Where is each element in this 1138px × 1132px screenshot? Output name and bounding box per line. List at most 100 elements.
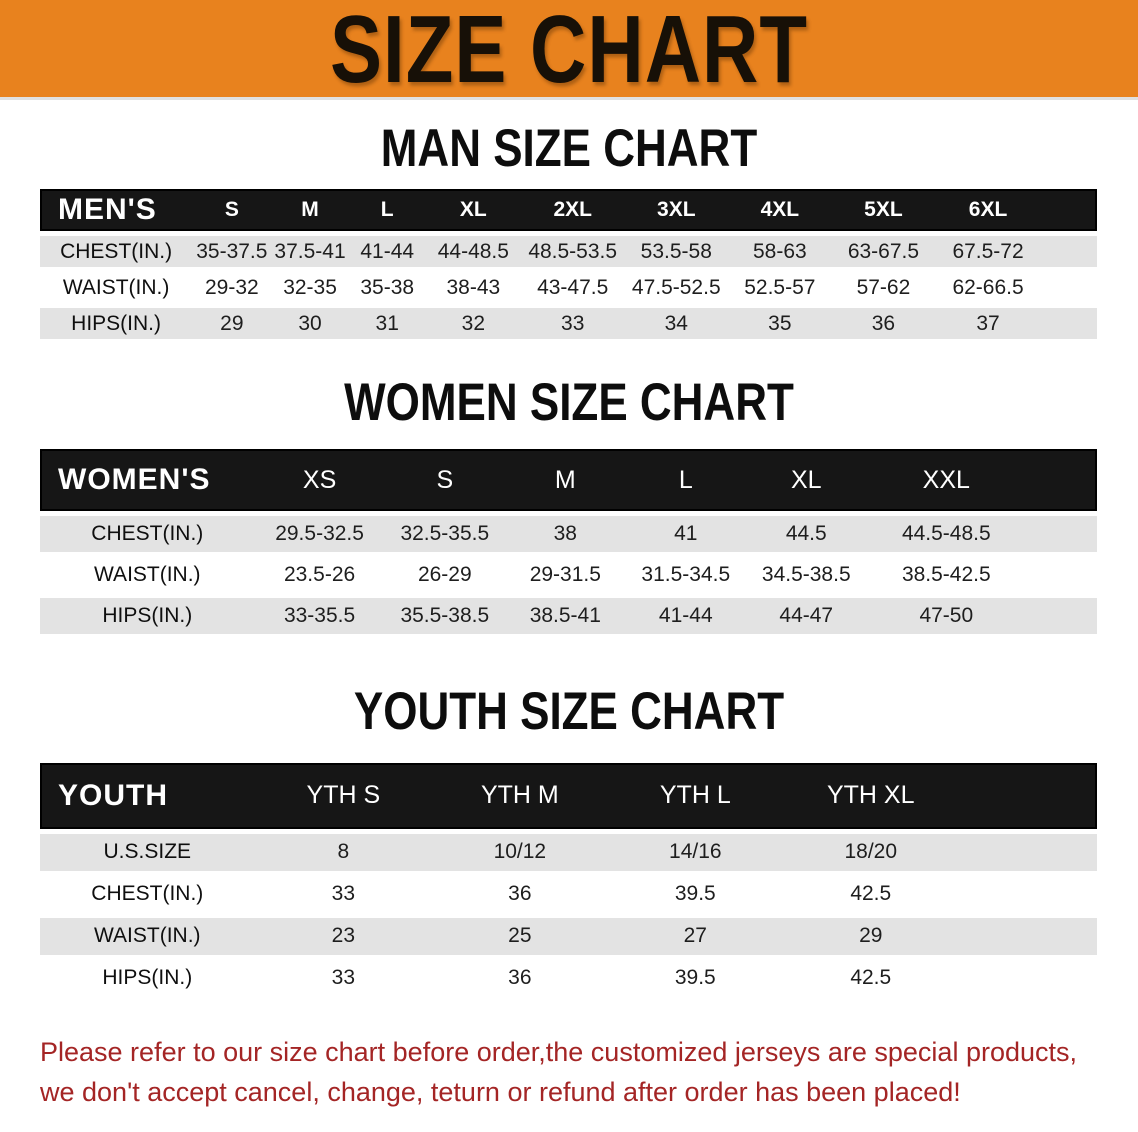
size-column-header: YTH S bbox=[254, 762, 433, 829]
table-title: WOMEN'S bbox=[40, 449, 255, 512]
size-value-cell: 37 bbox=[935, 308, 1041, 340]
size-value-cell: 29.5-32.5 bbox=[254, 516, 385, 553]
size-column-header: 5XL bbox=[831, 189, 936, 232]
row-label: WAIST(IN.) bbox=[40, 557, 255, 594]
women-table: WOMEN'S XS S M L XL XXL CHEST(IN.) 29.5-32.5 32.5… bbox=[40, 444, 1097, 639]
size-value-cell: 33 bbox=[520, 308, 625, 340]
size-value-cell: 31 bbox=[348, 308, 426, 340]
filler-cell bbox=[958, 959, 1097, 997]
size-value-cell: 42.5 bbox=[783, 875, 959, 913]
size-value-cell: 23.5-26 bbox=[254, 557, 385, 594]
table-row: HIPS(IN.) 29 30 31 32 33 34 35 36 37 bbox=[40, 308, 1097, 340]
row-label: HIPS(IN.) bbox=[40, 598, 255, 635]
table-row: CHEST(IN.) 29.5-32.5 32.5-35.5 38 41 44.5 44.5… bbox=[40, 516, 1097, 553]
banner: SIZE CHART bbox=[0, 0, 1138, 100]
size-column-header: 2XL bbox=[520, 189, 625, 232]
filler-cell bbox=[1040, 272, 1097, 304]
size-value-cell: 25 bbox=[432, 917, 608, 955]
size-value-cell: 36 bbox=[432, 875, 608, 913]
size-value-cell: 29 bbox=[192, 308, 272, 340]
size-value-cell: 53.5-58 bbox=[624, 236, 729, 268]
size-column-header: XXL bbox=[866, 449, 1027, 512]
women-size-table: WOMEN'S XS S M L XL XXL CHEST(IN.) 29.5-32.5 32.5… bbox=[0, 444, 1138, 639]
size-value-cell: 26-29 bbox=[384, 557, 506, 594]
size-value-cell: 43-47.5 bbox=[520, 272, 625, 304]
size-value-cell: 62-66.5 bbox=[935, 272, 1041, 304]
men-size-table: MEN'S S M L XL 2XL 3XL 4XL 5XL 6XL CHEST(IN.) 35-37… bbox=[0, 184, 1138, 344]
size-value-cell: 57-62 bbox=[831, 272, 936, 304]
size-header-row: MEN'S S M L XL 2XL 3XL 4XL 5XL 6XL bbox=[40, 189, 1097, 232]
size-column-header: S bbox=[384, 449, 506, 512]
size-value-cell: 52.5-57 bbox=[728, 272, 832, 304]
filler-cell bbox=[958, 917, 1097, 955]
size-column-header: YTH XL bbox=[783, 762, 959, 829]
row-label: CHEST(IN.) bbox=[40, 516, 255, 553]
size-header-row: YOUTH YTH S YTH M YTH L YTH XL bbox=[40, 762, 1097, 829]
size-value-cell: 32-35 bbox=[271, 272, 349, 304]
size-value-cell: 10/12 bbox=[432, 833, 608, 871]
size-column-header: M bbox=[271, 189, 349, 232]
size-column-header: 3XL bbox=[624, 189, 729, 232]
size-value-cell: 8 bbox=[254, 833, 433, 871]
page-title: SIZE CHART bbox=[330, 0, 808, 103]
size-value-cell: 36 bbox=[432, 959, 608, 997]
row-label: CHEST(IN.) bbox=[40, 875, 255, 913]
size-column-header: YTH L bbox=[607, 762, 784, 829]
row-label: HIPS(IN.) bbox=[40, 308, 193, 340]
size-value-cell: 30 bbox=[271, 308, 349, 340]
size-column-header: XL bbox=[425, 189, 521, 232]
filler-cell bbox=[1026, 557, 1097, 594]
size-column-header: XL bbox=[746, 449, 867, 512]
size-column-header: M bbox=[505, 449, 626, 512]
women-section-heading: WOMEN SIZE CHART bbox=[344, 373, 794, 432]
filler-cell bbox=[1040, 189, 1097, 232]
size-value-cell: 67.5-72 bbox=[935, 236, 1041, 268]
size-column-header: YTH M bbox=[432, 762, 608, 829]
size-value-cell: 29-31.5 bbox=[505, 557, 626, 594]
table-title: MEN'S bbox=[40, 189, 193, 232]
size-column-header: 4XL bbox=[728, 189, 832, 232]
table-row: HIPS(IN.) 33 36 39.5 42.5 bbox=[40, 959, 1097, 997]
size-value-cell: 44.5-48.5 bbox=[866, 516, 1027, 553]
size-column-header: L bbox=[348, 189, 426, 232]
row-label: U.S.SIZE bbox=[40, 833, 255, 871]
size-header-row: WOMEN'S XS S M L XL XXL bbox=[40, 449, 1097, 512]
size-value-cell: 38.5-41 bbox=[505, 598, 626, 635]
size-column-header: 6XL bbox=[935, 189, 1041, 232]
row-label: HIPS(IN.) bbox=[40, 959, 255, 997]
filler-cell bbox=[1040, 308, 1097, 340]
size-value-cell: 31.5-34.5 bbox=[625, 557, 747, 594]
table-row: CHEST(IN.) 33 36 39.5 42.5 bbox=[40, 875, 1097, 913]
size-value-cell: 34 bbox=[624, 308, 729, 340]
size-value-cell: 47-50 bbox=[866, 598, 1027, 635]
size-value-cell: 41-44 bbox=[625, 598, 747, 635]
size-value-cell: 36 bbox=[831, 308, 936, 340]
filler-cell bbox=[958, 833, 1097, 871]
size-value-cell: 38-43 bbox=[425, 272, 521, 304]
table-row: WAIST(IN.) 29-32 32-35 35-38 38-43 43-47.5 47.… bbox=[40, 272, 1097, 304]
size-value-cell: 35.5-38.5 bbox=[384, 598, 506, 635]
size-value-cell: 29 bbox=[783, 917, 959, 955]
size-value-cell: 33 bbox=[254, 959, 433, 997]
size-value-cell: 35-38 bbox=[348, 272, 426, 304]
filler-cell bbox=[1026, 516, 1097, 553]
size-value-cell: 41 bbox=[625, 516, 747, 553]
size-value-cell: 48.5-53.5 bbox=[520, 236, 625, 268]
size-value-cell: 63-67.5 bbox=[831, 236, 936, 268]
size-value-cell: 32 bbox=[425, 308, 521, 340]
size-value-cell: 38.5-42.5 bbox=[866, 557, 1027, 594]
youth-size-table: YOUTH YTH S YTH M YTH L YTH XL U.S.SIZE 8 10/12… bbox=[0, 758, 1138, 1002]
filler-cell bbox=[1040, 236, 1097, 268]
size-value-cell: 39.5 bbox=[607, 875, 784, 913]
size-value-cell: 44.5 bbox=[746, 516, 867, 553]
table-row: U.S.SIZE 8 10/12 14/16 18/20 bbox=[40, 833, 1097, 871]
size-value-cell: 27 bbox=[607, 917, 784, 955]
size-value-cell: 58-63 bbox=[728, 236, 832, 268]
size-value-cell: 37.5-41 bbox=[271, 236, 349, 268]
women-section: WOMEN SIZE CHART WOMEN'S XS S M L XL XXL CHEST(… bbox=[0, 375, 1138, 639]
size-value-cell: 35-37.5 bbox=[192, 236, 272, 268]
filler-cell bbox=[1026, 598, 1097, 635]
size-value-cell: 38 bbox=[505, 516, 626, 553]
size-value-cell: 14/16 bbox=[607, 833, 784, 871]
men-section-heading: MAN SIZE CHART bbox=[380, 118, 758, 178]
